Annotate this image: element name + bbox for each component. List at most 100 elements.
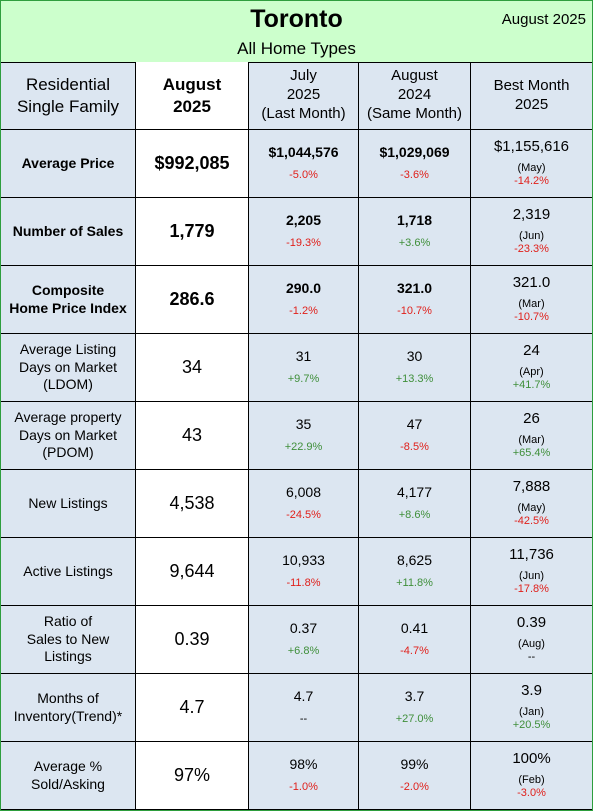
month: (Feb) <box>518 773 545 786</box>
label-line: Active Listings <box>23 562 113 579</box>
current-value: 4,538 <box>136 470 249 538</box>
change: -17.8% <box>514 583 549 596</box>
change: +27.0% <box>395 713 434 726</box>
comparison: 10,933 -11.8% <box>249 538 359 606</box>
month: (Mar) <box>518 433 545 446</box>
change: -8.5% <box>400 441 429 454</box>
value: 6,008 <box>285 483 322 500</box>
change: +22.9% <box>284 441 323 454</box>
change: -10.7% <box>397 305 432 318</box>
column-header: Residential Single Family <box>1 62 136 130</box>
comparison: 8,625 +11.8% <box>359 538 471 606</box>
month: (Mar) <box>518 297 545 310</box>
month: (Jan) <box>518 705 545 718</box>
title: Toronto <box>250 5 343 33</box>
column-header: August 2025 <box>136 62 249 130</box>
row-label: New Listings <box>1 470 136 538</box>
value: 286.6 <box>169 289 215 310</box>
month: (Apr) <box>519 365 544 378</box>
change: +20.5% <box>512 719 551 732</box>
label-line: Composite <box>31 282 105 298</box>
month: (Jun) <box>518 229 545 242</box>
value: 290.0 <box>285 279 322 296</box>
value: 26 <box>523 409 540 427</box>
comparison: 0.37 +6.8% <box>249 606 359 674</box>
header-line: (Same Month) <box>366 104 463 122</box>
change: -23.3% <box>514 243 549 256</box>
comparison: 47 -8.5% <box>359 402 471 470</box>
month: (May) <box>517 161 546 174</box>
comparison: 98% -1.0% <box>249 742 359 810</box>
change: +8.6% <box>398 509 431 522</box>
value: 3.7 <box>404 687 425 704</box>
header-line: 2025 <box>173 96 211 116</box>
header-line: Single Family <box>16 96 120 116</box>
value: 97% <box>173 765 211 786</box>
value: 0.39 <box>174 629 210 650</box>
label-line: Inventory(Trend)* <box>13 707 123 724</box>
subtitle: All Home Types <box>237 39 356 58</box>
comparison: 290.0 -1.2% <box>249 266 359 334</box>
comparison: 3.7 +27.0% <box>359 674 471 742</box>
value: $1,155,616 <box>493 137 570 155</box>
value: 47 <box>406 415 423 432</box>
change: -3.0% <box>517 787 546 800</box>
label-line: Ratio of <box>43 613 93 630</box>
current-value: 286.6 <box>136 266 249 334</box>
value: 321.0 <box>512 273 551 291</box>
best-month: 11,736 (Jun) -17.8% <box>471 538 592 606</box>
header-line: (Last Month) <box>261 104 346 122</box>
value: 321.0 <box>396 279 433 296</box>
label-line: Months of <box>37 690 99 706</box>
change: +9.7% <box>287 373 320 386</box>
value: 4.7 <box>293 687 314 704</box>
value: 0.41 <box>400 619 429 636</box>
current-value: 4.7 <box>136 674 249 742</box>
month: (May) <box>517 501 546 514</box>
current-value: 9,644 <box>136 538 249 606</box>
header-line: Residential <box>25 75 111 95</box>
value: 9,644 <box>169 561 215 582</box>
column-header: July 2025 (Last Month) <box>249 62 359 130</box>
row-label: Average Price <box>1 130 136 198</box>
value: 2,205 <box>285 211 322 228</box>
change: +41.7% <box>512 379 551 392</box>
best-month: $1,155,616 (May) -14.2% <box>471 130 592 198</box>
comparison: 6,008 -24.5% <box>249 470 359 538</box>
best-month: 26 (Mar) +65.4% <box>471 402 592 470</box>
change: -10.7% <box>514 311 549 324</box>
comparison: 31 +9.7% <box>249 334 359 402</box>
change: +3.6% <box>398 237 431 250</box>
change: -24.5% <box>286 509 321 522</box>
value: 8,625 <box>396 551 433 568</box>
header-line: July <box>290 67 317 85</box>
change: -- <box>299 713 308 726</box>
current-value: 97% <box>136 742 249 810</box>
header-line: 2025 <box>286 86 321 104</box>
header-line: 2024 <box>397 86 432 104</box>
header: Toronto All Home Types August 2025 <box>1 1 592 63</box>
column-header: Best Month 2025 <box>471 62 592 130</box>
comparison: 4,177 +8.6% <box>359 470 471 538</box>
value: $1,044,576 <box>268 143 339 160</box>
row-label: Composite Home Price Index <box>1 266 136 334</box>
current-value: $992,085 <box>136 130 249 198</box>
comparison: 0.41 -4.7% <box>359 606 471 674</box>
row-label: Active Listings <box>1 538 136 606</box>
current-value: 0.39 <box>136 606 249 674</box>
label-line: (LDOM) <box>43 376 93 393</box>
row-label: Months of Inventory(Trend)* <box>1 674 136 742</box>
value: 4.7 <box>179 697 205 718</box>
label-line: Average % <box>33 758 103 774</box>
label-line: Number of Sales <box>12 222 124 239</box>
change: -42.5% <box>514 515 549 528</box>
comparison: 1,718 +3.6% <box>359 198 471 266</box>
label-line: Sold/Asking <box>31 775 105 792</box>
change: -4.7% <box>400 645 429 658</box>
value: 24 <box>523 341 540 359</box>
value: 98% <box>289 755 318 772</box>
value: 0.37 <box>289 619 318 636</box>
change: +13.3% <box>395 373 434 386</box>
value: 10,933 <box>282 551 325 568</box>
row-label: Average Listing Days on Market (LDOM) <box>1 334 136 402</box>
